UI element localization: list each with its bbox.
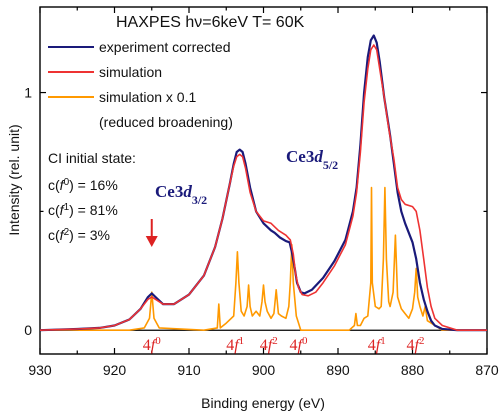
arrow-head (145, 236, 158, 247)
y-tick-label: 1 (24, 85, 32, 101)
series-layer (39, 34, 487, 332)
ci-line: c(f0) = 16% (48, 177, 118, 194)
legend-label: experiment corrected (99, 39, 231, 55)
final-state-label: 4f2 (260, 335, 278, 354)
x-tick-label: 930 (28, 362, 52, 378)
annotations: experiment corrected simulation simulation… (48, 39, 424, 354)
legend-item: simulation (48, 64, 162, 80)
ce3d52-label: Ce3d5/2 (286, 147, 338, 172)
x-tick-label: 890 (326, 362, 350, 378)
legend-label: simulation (99, 64, 162, 80)
legend-item: simulation x 0.1 (48, 89, 196, 105)
x-tick-label: 880 (401, 362, 425, 378)
final-state-label: 4f0 (290, 335, 308, 354)
y-axis-title: Intensity (rel. unit) (6, 124, 22, 235)
legend-note: (reduced broadening) (99, 114, 233, 130)
series-simulation-line (39, 44, 487, 331)
ci-line: c(f1) = 81% (48, 202, 118, 219)
y-tick-label: 0 (24, 322, 32, 338)
series-reduced-line (40, 186, 487, 331)
legend-label: simulation x 0.1 (99, 89, 196, 105)
legend-item: experiment corrected (48, 39, 231, 55)
chart-title: HAXPES hν=6keV T= 60K (116, 14, 305, 31)
ce3d32-label: Ce3d3/2 (155, 182, 207, 207)
final-state-label: 4f1 (226, 335, 244, 354)
final-state-label: 4f0 (143, 335, 161, 354)
final-state-label: 4f1 (368, 335, 386, 354)
ci-title: CI initial state: (48, 150, 136, 166)
ci-line: c(f2) = 3% (48, 227, 110, 244)
x-axis-title: Binding energy (eV) (201, 395, 325, 411)
x-tick-label: 870 (475, 362, 499, 378)
final-state-label: 4f2 (407, 335, 425, 354)
x-tick-label: 900 (252, 362, 276, 378)
x-tick-label: 920 (103, 362, 127, 378)
x-tick-label: 910 (177, 362, 201, 378)
